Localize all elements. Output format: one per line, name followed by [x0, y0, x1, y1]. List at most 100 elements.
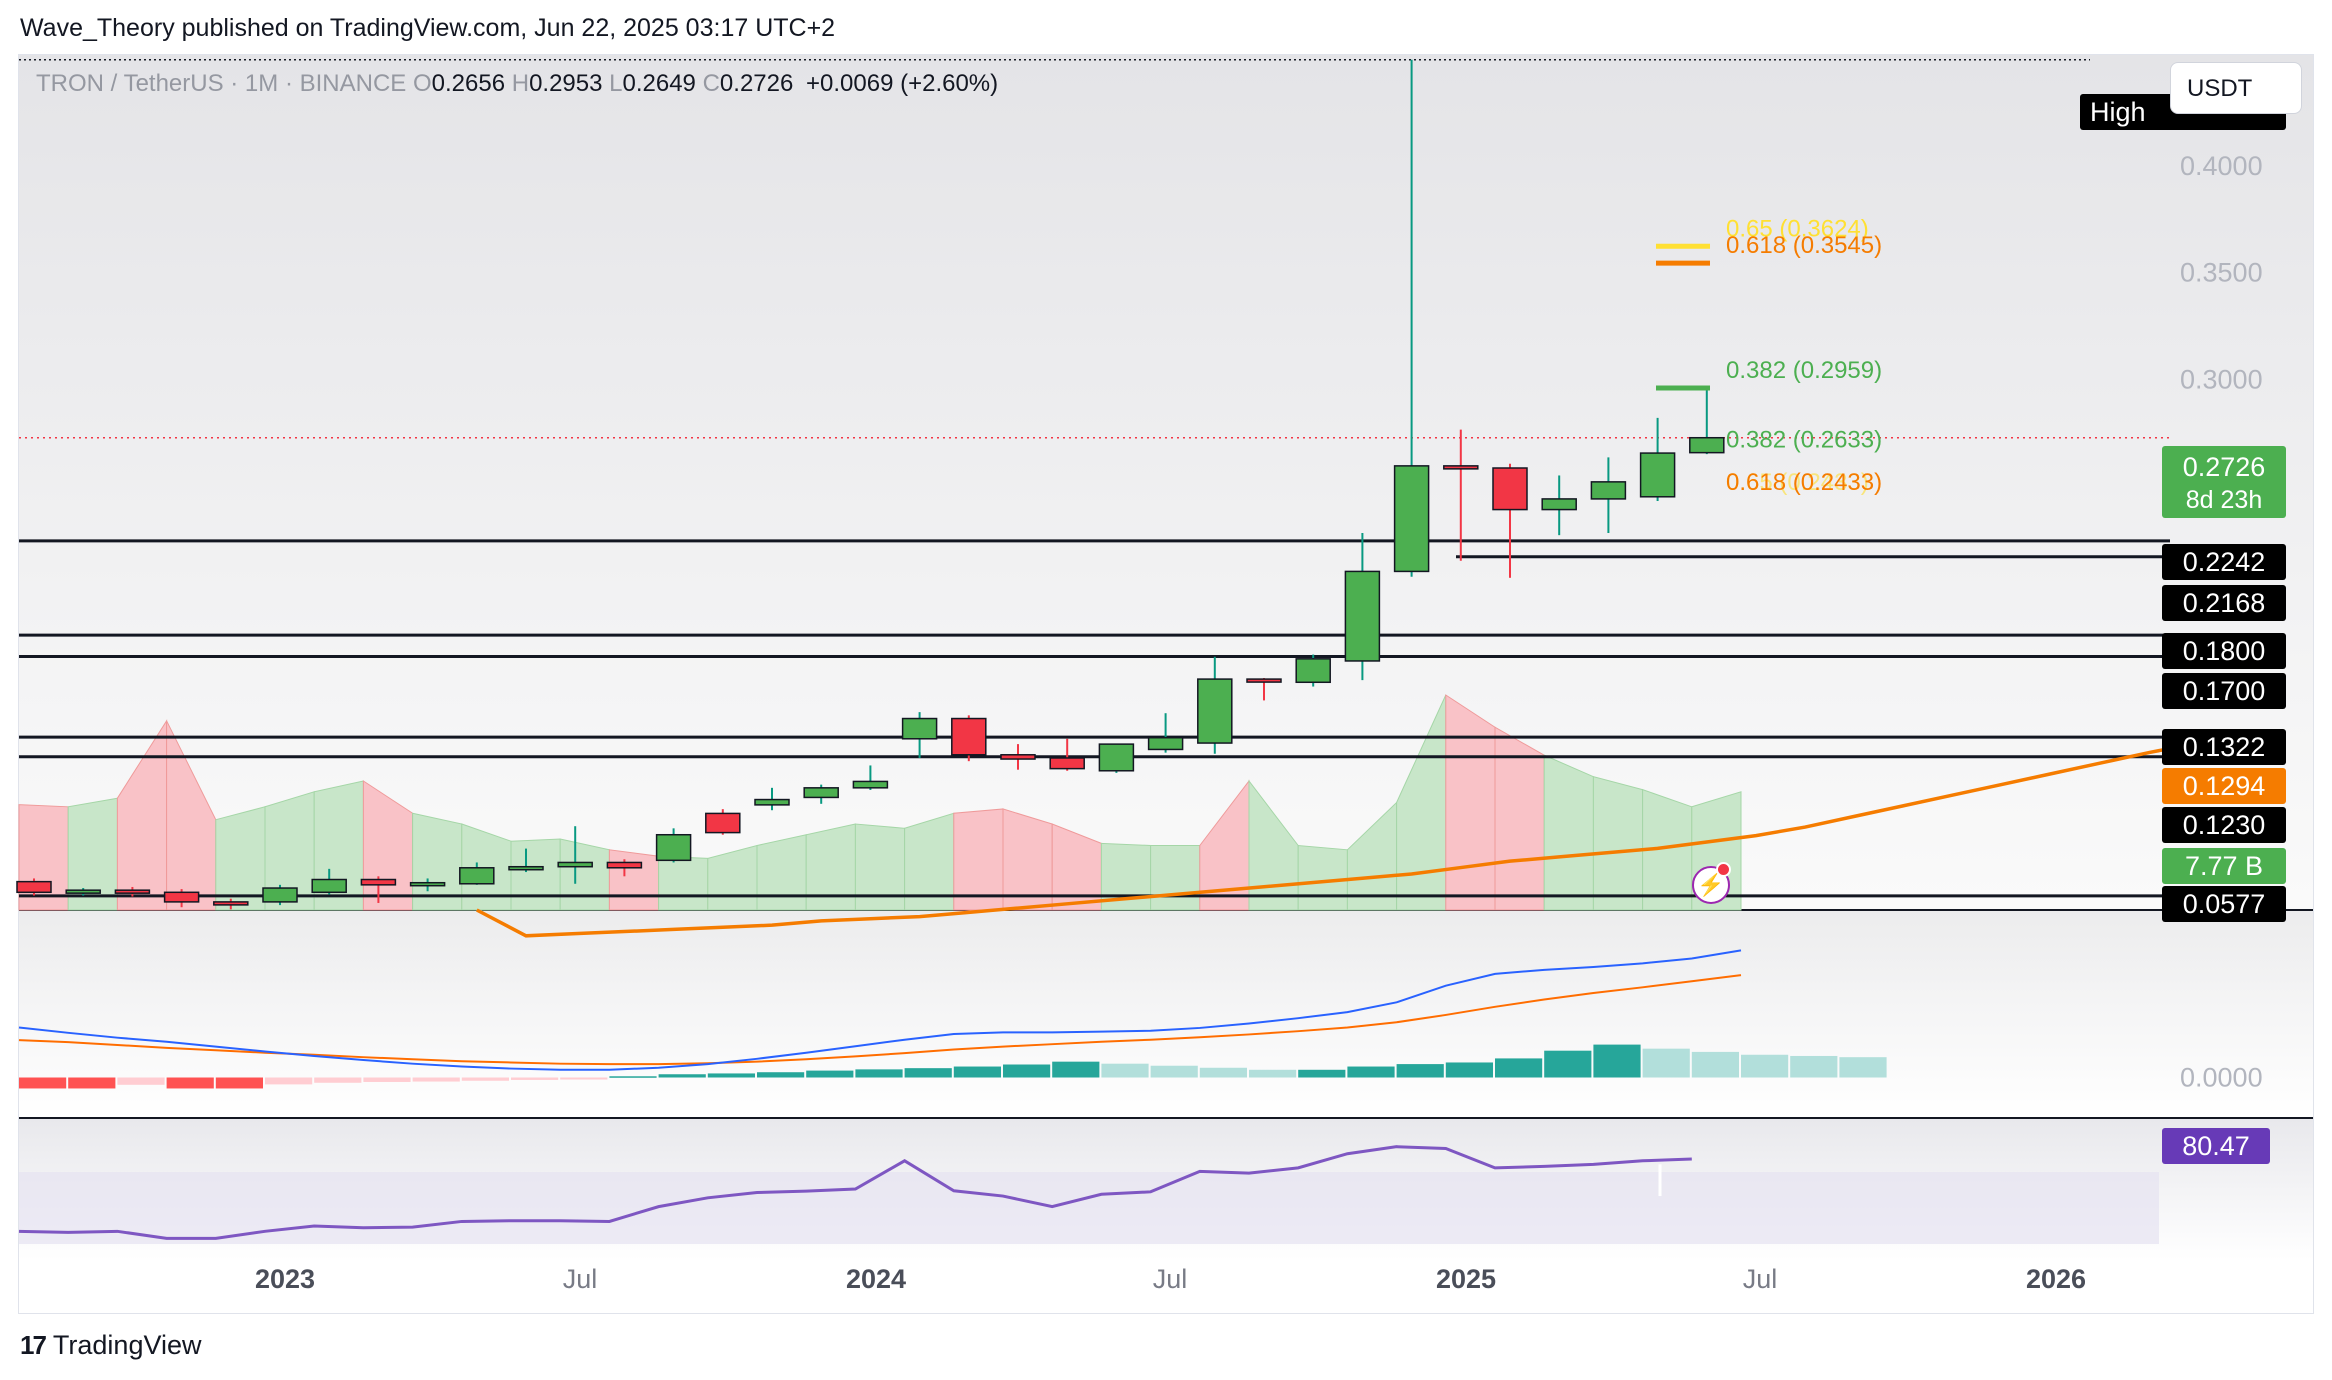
macd-histogram-bar [117, 1077, 165, 1085]
y-axis-tick-label: 0.3500 [2180, 258, 2263, 288]
macd-histogram-bar [1150, 1065, 1198, 1078]
ema-price-tag-bg [2162, 768, 2286, 804]
candle-body [163, 891, 200, 903]
tradingview-logo-text: TradingView [52, 1330, 202, 1360]
candle-body [1639, 452, 1676, 498]
macd-histogram-bar [412, 1077, 460, 1082]
fib-level-label: 0.618 (0.3545) [1726, 232, 1882, 259]
countdown-tag: 8d 23h [2186, 486, 2262, 514]
macd-histogram-bar [1544, 1050, 1592, 1078]
low-label: L [609, 70, 623, 97]
x-axis-tick-label: Jul [563, 1264, 598, 1294]
level-price-tag: 0.2242 [2183, 547, 2266, 577]
candle-body [1098, 743, 1135, 772]
macd-histogram-bar [609, 1076, 657, 1078]
rsi-value-tag-bg [2162, 1128, 2270, 1164]
price-chart[interactable]: 0.65 (0.3624)0.618 (0.3545) 0.382 (0.2959… [0, 0, 2332, 1320]
candle-body [1049, 757, 1085, 770]
rsi-value-tag: 80.47 [2182, 1131, 2250, 1161]
volume-segment [1445, 694, 1496, 911]
level-price-tag-bg [2162, 633, 2286, 669]
ema-line [475, 741, 2200, 938]
macd-histogram-bar [1642, 1048, 1690, 1078]
macd-axis-tick-label: 0.0000 [2180, 1063, 2263, 1093]
fib-level-label: 0.65 (0.2433) [1726, 469, 1869, 496]
candle-body [1147, 736, 1184, 751]
open-label: O [412, 70, 432, 97]
volume-segment [658, 855, 709, 911]
candle-body [409, 881, 446, 887]
macd-histogram-bar [314, 1077, 362, 1083]
volume-segment [510, 838, 561, 911]
ohlc-legend: TRON / TetherUS · 1M · BINANCE O0.2656 H… [36, 70, 998, 98]
macd-histogram-bar [658, 1074, 706, 1078]
volume-segment [559, 838, 610, 911]
price-pane-background [19, 55, 2313, 910]
candle-body [16, 880, 52, 894]
candle-body [557, 861, 593, 868]
macd-histogram-bar [19, 1077, 67, 1089]
macd-histogram-bar [265, 1077, 313, 1085]
macd-histogram-bar [1101, 1063, 1149, 1078]
level-price-tag: 0.1322 [2183, 732, 2266, 762]
level-price-tag: 0.1230 [2183, 810, 2266, 840]
macd-histogram-bar [1741, 1054, 1789, 1078]
close-label: C [702, 70, 720, 97]
candle-body [754, 798, 790, 806]
macd-histogram-bar [1052, 1061, 1100, 1078]
candle-body [951, 717, 987, 756]
macd-histogram-bar [68, 1077, 116, 1089]
symbol-name[interactable]: TRON / TetherUS · 1M · BINANCE [36, 70, 407, 97]
volume-segment [1592, 776, 1644, 911]
volume-segment [1150, 845, 1201, 911]
macd-line [18, 949, 1742, 1071]
macd-histogram-bar [166, 1077, 214, 1089]
candle-body [459, 867, 495, 885]
level-price-tag-bg [2162, 585, 2286, 621]
level-price-tag-bg [2162, 807, 2286, 843]
macd-histogram-bar [560, 1077, 608, 1080]
current-price-tag-bg [2162, 446, 2286, 518]
volume-segment [608, 849, 660, 911]
candle-body [1246, 678, 1282, 683]
currency-unit-button[interactable]: USDT [2170, 62, 2302, 114]
macd-histogram-bar [1347, 1066, 1395, 1078]
candle-body [803, 787, 839, 799]
chart-frame [18, 54, 2314, 1314]
macd-pane-background [19, 910, 2313, 1118]
candle-body [901, 717, 938, 740]
macd-histogram-bar [855, 1069, 903, 1078]
volume-segment [1543, 754, 1594, 911]
volume-segment [1297, 844, 1348, 911]
macd-histogram-bar [1839, 1057, 1887, 1078]
tradingview-logo[interactable]: 17 TradingView [20, 1330, 202, 1361]
level-price-tag: 0.2168 [2183, 588, 2266, 618]
candle-body [852, 780, 889, 789]
candle-body [213, 901, 249, 906]
tradingview-logo-icon: 17 [20, 1330, 47, 1360]
y-axis-tick-label: 0.4000 [2180, 151, 2263, 181]
candle-body [1393, 465, 1430, 573]
candle-body [1492, 467, 1528, 511]
x-axis-tick-label: 2023 [255, 1264, 315, 1294]
volume-tag: 7.77 B [2185, 851, 2263, 881]
candle-body [1197, 678, 1233, 744]
fib-level-label: 0.382 (0.2959) [1726, 357, 1882, 384]
level-price-tag-bg [2162, 886, 2286, 922]
candle-body [311, 878, 347, 894]
level-price-tag-bg [2162, 729, 2286, 765]
candle-body [606, 861, 643, 869]
macd-histogram-bar [1003, 1064, 1051, 1078]
high-tag: High [2090, 97, 2146, 127]
macd-histogram-bar [1396, 1064, 1444, 1078]
change-value: +0.0069 (+2.60%) [806, 70, 999, 97]
x-axis-tick-label: 2026 [2026, 1264, 2086, 1294]
candle-body [508, 865, 544, 871]
candle-body [360, 878, 397, 886]
macd-histogram-bar [461, 1077, 509, 1081]
y-axis-tick-label: 0.3000 [2180, 364, 2263, 394]
x-axis-tick-label: 2024 [846, 1264, 906, 1294]
macd-histogram-bar [1495, 1058, 1543, 1078]
macd-histogram-bar [757, 1072, 805, 1078]
current-price-tag: 0.2726 [2183, 452, 2266, 482]
